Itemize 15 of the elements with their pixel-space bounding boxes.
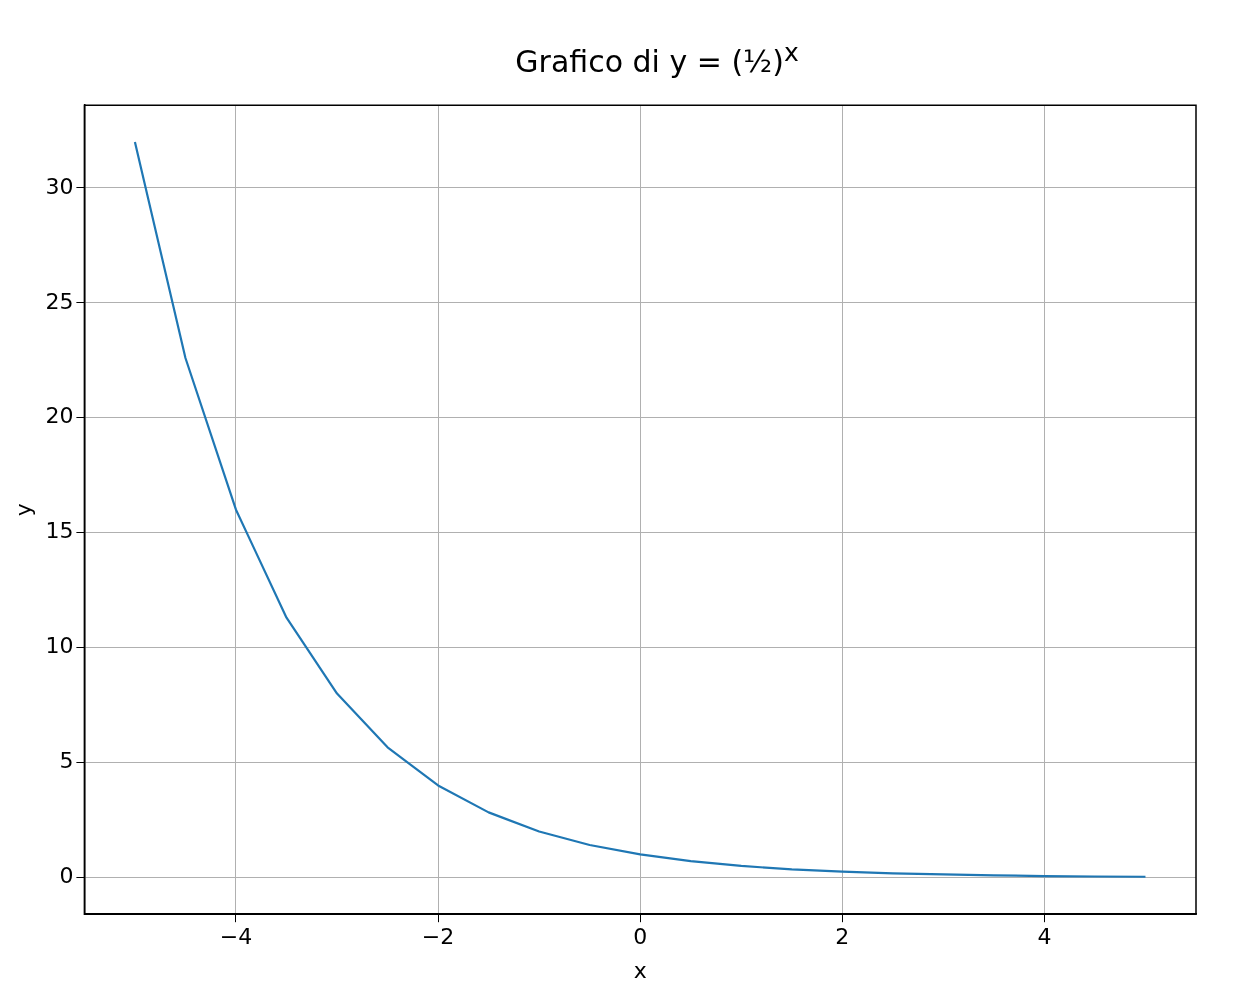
y-tick-label: 15 — [45, 518, 74, 544]
y-tick-label: 5 — [59, 748, 74, 774]
y-tick-label: 30 — [45, 173, 74, 199]
x-tick-label: 4 — [1037, 924, 1052, 950]
chart-title: Grafico di y = (½)$^{x}$ — [514, 37, 800, 81]
x-tick-label: 2 — [835, 924, 850, 950]
y-tick-label: 25 — [45, 288, 74, 314]
x-tick-label: −2 — [421, 924, 455, 950]
x-tick-label: 0 — [633, 924, 648, 950]
y-axis-title: y — [10, 503, 36, 517]
x-axis-title: x — [633, 957, 647, 983]
y-tick-label: 0 — [59, 863, 74, 889]
y-tick-label: 20 — [45, 403, 74, 429]
x-tick-label: −4 — [219, 924, 253, 950]
y-tick-label: 10 — [45, 633, 74, 659]
